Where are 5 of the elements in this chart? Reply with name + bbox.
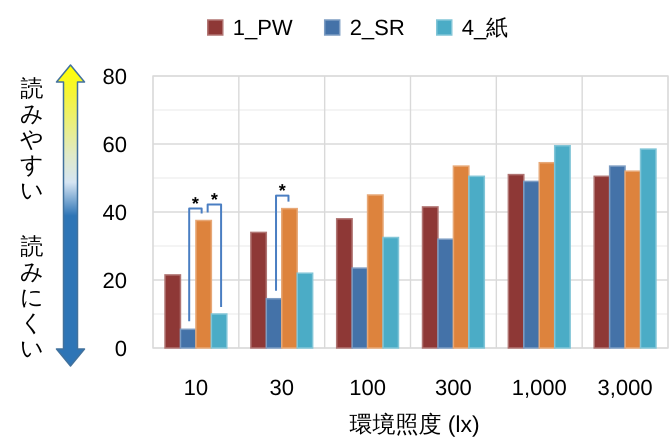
annotation: 読みやすい [20, 75, 44, 203]
annotation: * [210, 190, 218, 210]
annotation: * [192, 194, 199, 214]
annotation: 読みにくい [20, 233, 44, 361]
annotation: * [278, 180, 286, 201]
